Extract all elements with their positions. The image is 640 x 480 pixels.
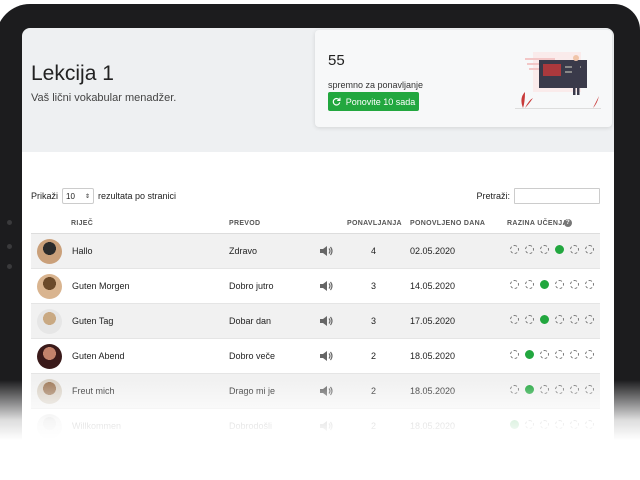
level-indicator bbox=[510, 245, 594, 254]
level-dot bbox=[510, 280, 519, 289]
repetitions-cell: 3 bbox=[371, 316, 377, 326]
table-row[interactable]: Guten Morgen Dobro jutro 3 14.05.2020 bbox=[31, 269, 600, 304]
per-page-label: rezultata po stranici bbox=[98, 191, 177, 201]
repetitions-cell: 3 bbox=[371, 281, 377, 291]
date-cell: 18.05.2020 bbox=[410, 351, 456, 361]
avatar bbox=[37, 309, 62, 334]
avatar bbox=[37, 344, 62, 369]
camera-dot bbox=[7, 220, 12, 225]
bottom-fade bbox=[0, 380, 640, 480]
avatar bbox=[37, 274, 62, 299]
level-dot bbox=[540, 315, 549, 324]
header-repeated-on[interactable]: PONOVLJENO DANA bbox=[410, 220, 486, 227]
translation-cell: Dobro veče bbox=[229, 351, 276, 361]
question-circle-icon[interactable]: ? bbox=[564, 219, 572, 227]
repetitions-cell: 4 bbox=[371, 246, 377, 256]
level-dot bbox=[510, 350, 519, 359]
header: Lekcija 1 Vaš lični vokabular menadžer. bbox=[22, 28, 322, 138]
level-dot bbox=[525, 280, 534, 289]
review-now-label: Ponovite 10 sada bbox=[345, 96, 416, 107]
show-label: Prikaži bbox=[31, 191, 59, 201]
header-translation[interactable]: PREVOD bbox=[229, 220, 261, 227]
page-subtitle: Vaš lični vokabular menadžer. bbox=[31, 92, 177, 104]
page-size-select[interactable]: 10 ⇕ bbox=[62, 188, 95, 204]
level-dot bbox=[525, 315, 534, 324]
word-cell: Guten Abend bbox=[72, 351, 125, 361]
page-title: Lekcija 1 bbox=[31, 62, 114, 85]
word-cell: Guten Morgen bbox=[72, 281, 130, 291]
teacher-illustration bbox=[515, 52, 601, 109]
review-now-button[interactable]: Ponovite 10 sada bbox=[328, 92, 419, 111]
level-indicator bbox=[510, 280, 594, 289]
level-dot bbox=[555, 315, 564, 324]
sensor-dot bbox=[7, 244, 12, 249]
header-level[interactable]: RAZINA UČENJA bbox=[507, 220, 568, 227]
level-indicator bbox=[510, 315, 594, 324]
avatar bbox=[37, 239, 62, 264]
translation-cell: Dobar dan bbox=[229, 316, 272, 326]
table-header: RIJEČ PREVOD PONAVLJANJA PONOVLJENO DANA… bbox=[31, 214, 600, 234]
tablet-frame: Lekcija 1 Vaš lični vokabular menadžer. … bbox=[0, 4, 640, 468]
speaker-icon[interactable] bbox=[318, 278, 334, 294]
date-cell: 02.05.2020 bbox=[410, 246, 456, 256]
level-dot bbox=[585, 350, 594, 359]
word-cell: Hallo bbox=[72, 246, 93, 256]
level-dot bbox=[555, 245, 564, 254]
level-dot bbox=[585, 315, 594, 324]
sensor-dot bbox=[7, 264, 12, 269]
level-dot bbox=[570, 245, 579, 254]
level-dot bbox=[555, 350, 564, 359]
table-row[interactable]: Guten Tag Dobar dan 3 17.05.2020 bbox=[31, 304, 600, 339]
table-row[interactable]: Guten Abend Dobro veče 2 18.05.2020 bbox=[31, 339, 600, 374]
date-cell: 14.05.2020 bbox=[410, 281, 456, 291]
level-dot bbox=[540, 350, 549, 359]
level-dot bbox=[570, 350, 579, 359]
refresh-icon bbox=[332, 97, 341, 106]
search-control: Pretraži: bbox=[476, 188, 600, 204]
table-row[interactable]: Hallo Zdravo 4 02.05.2020 bbox=[31, 234, 600, 269]
level-dot bbox=[525, 245, 534, 254]
date-cell: 17.05.2020 bbox=[410, 316, 456, 326]
review-card: 55 spremno za ponavljanje Ponovite 10 sa… bbox=[315, 30, 612, 127]
repetitions-cell: 2 bbox=[371, 351, 377, 361]
review-label: spremno za ponavljanje bbox=[328, 80, 424, 90]
level-dot bbox=[585, 245, 594, 254]
level-dot bbox=[540, 280, 549, 289]
translation-cell: Zdravo bbox=[229, 246, 258, 256]
level-dot bbox=[585, 280, 594, 289]
header-word[interactable]: RIJEČ bbox=[71, 220, 94, 227]
review-count: 55 bbox=[328, 52, 345, 69]
speaker-icon[interactable] bbox=[318, 243, 334, 259]
search-input[interactable] bbox=[514, 188, 600, 204]
search-label: Pretraži: bbox=[476, 191, 510, 201]
speaker-icon[interactable] bbox=[318, 313, 334, 329]
word-cell: Guten Tag bbox=[72, 316, 114, 326]
level-dot bbox=[510, 245, 519, 254]
speaker-icon[interactable] bbox=[318, 348, 334, 364]
select-arrows-icon: ⇕ bbox=[84, 193, 91, 200]
page-length-control: Prikaži 10 ⇕ rezultata po stranici bbox=[31, 188, 176, 204]
level-dot bbox=[555, 280, 564, 289]
level-dot bbox=[540, 245, 549, 254]
translation-cell: Dobro jutro bbox=[229, 281, 274, 291]
level-dot bbox=[525, 350, 534, 359]
page-size-value: 10 bbox=[66, 191, 75, 201]
level-dot bbox=[570, 280, 579, 289]
header-repetitions[interactable]: PONAVLJANJA bbox=[347, 220, 402, 227]
level-dot bbox=[510, 315, 519, 324]
level-dot bbox=[570, 315, 579, 324]
level-indicator bbox=[510, 350, 594, 359]
